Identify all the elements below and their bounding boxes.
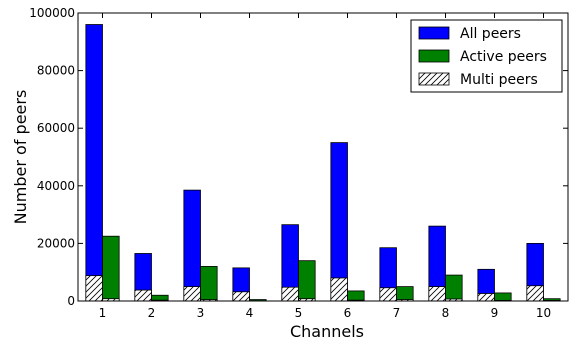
plot-frame	[77, 12, 569, 302]
legend-swatch	[418, 49, 450, 63]
bar-multi-peers	[477, 293, 495, 302]
bar-multi-peers	[232, 291, 250, 302]
bar-active-peers	[298, 260, 316, 302]
bars	[85, 24, 561, 302]
x-tick-label: 7	[393, 306, 401, 320]
y-tick-label: 40000	[37, 179, 75, 193]
x-tick-label: 5	[295, 306, 303, 320]
bar-active-peers	[396, 286, 414, 302]
y-axis-label: Number of peers	[11, 90, 30, 225]
bar-multi-peers	[330, 277, 348, 302]
legend-entry-label: Active peers	[460, 49, 547, 65]
x-tick-label: 6	[344, 306, 352, 320]
legend-swatch	[418, 26, 450, 40]
legend-swatch	[418, 72, 450, 86]
bar-all-peers	[330, 142, 348, 302]
x-tick-label: 4	[246, 306, 254, 320]
x-tick-label: 3	[197, 306, 205, 320]
bar-active-peers	[102, 235, 120, 302]
bar-multi-peers	[85, 275, 103, 302]
bar-multi-peers	[134, 289, 152, 302]
bar-active-peers	[445, 274, 463, 302]
bar-all-peers	[183, 189, 201, 302]
legend-entry-label: Multi peers	[460, 72, 538, 88]
bar-active-peers	[347, 290, 365, 302]
x-axis-label: Channels	[290, 322, 364, 339]
bar-active-peers	[200, 266, 218, 302]
x-tick-label: 1	[99, 306, 107, 320]
x-tick-label: 2	[148, 306, 156, 320]
bar-multi-peers	[379, 287, 397, 302]
bar-multi-peers	[526, 285, 544, 302]
bar-active-peers	[494, 292, 512, 302]
legend-entry-label: All peers	[460, 26, 521, 42]
x-tick-label: 9	[491, 306, 499, 320]
y-tick-label: 80000	[37, 64, 75, 78]
bar-multi-peers	[183, 286, 201, 302]
x-tick-label: 8	[442, 306, 450, 320]
bar-multi-peers	[281, 286, 299, 302]
axes: 0 20000 40000 60000 80000 100000 1 2 3 4 5 6 7 8 9 10	[29, 6, 569, 320]
y-tick-label: 0	[67, 294, 75, 308]
bar-multi-peers	[428, 286, 446, 302]
bar-all-peers	[85, 24, 103, 302]
x-tick-label: 10	[536, 306, 551, 320]
legend: All peers Active peers Multi peers	[410, 19, 563, 93]
y-tick-label: 60000	[37, 121, 75, 135]
y-tick-label: 100000	[29, 6, 75, 20]
y-tick-label: 20000	[37, 236, 75, 250]
